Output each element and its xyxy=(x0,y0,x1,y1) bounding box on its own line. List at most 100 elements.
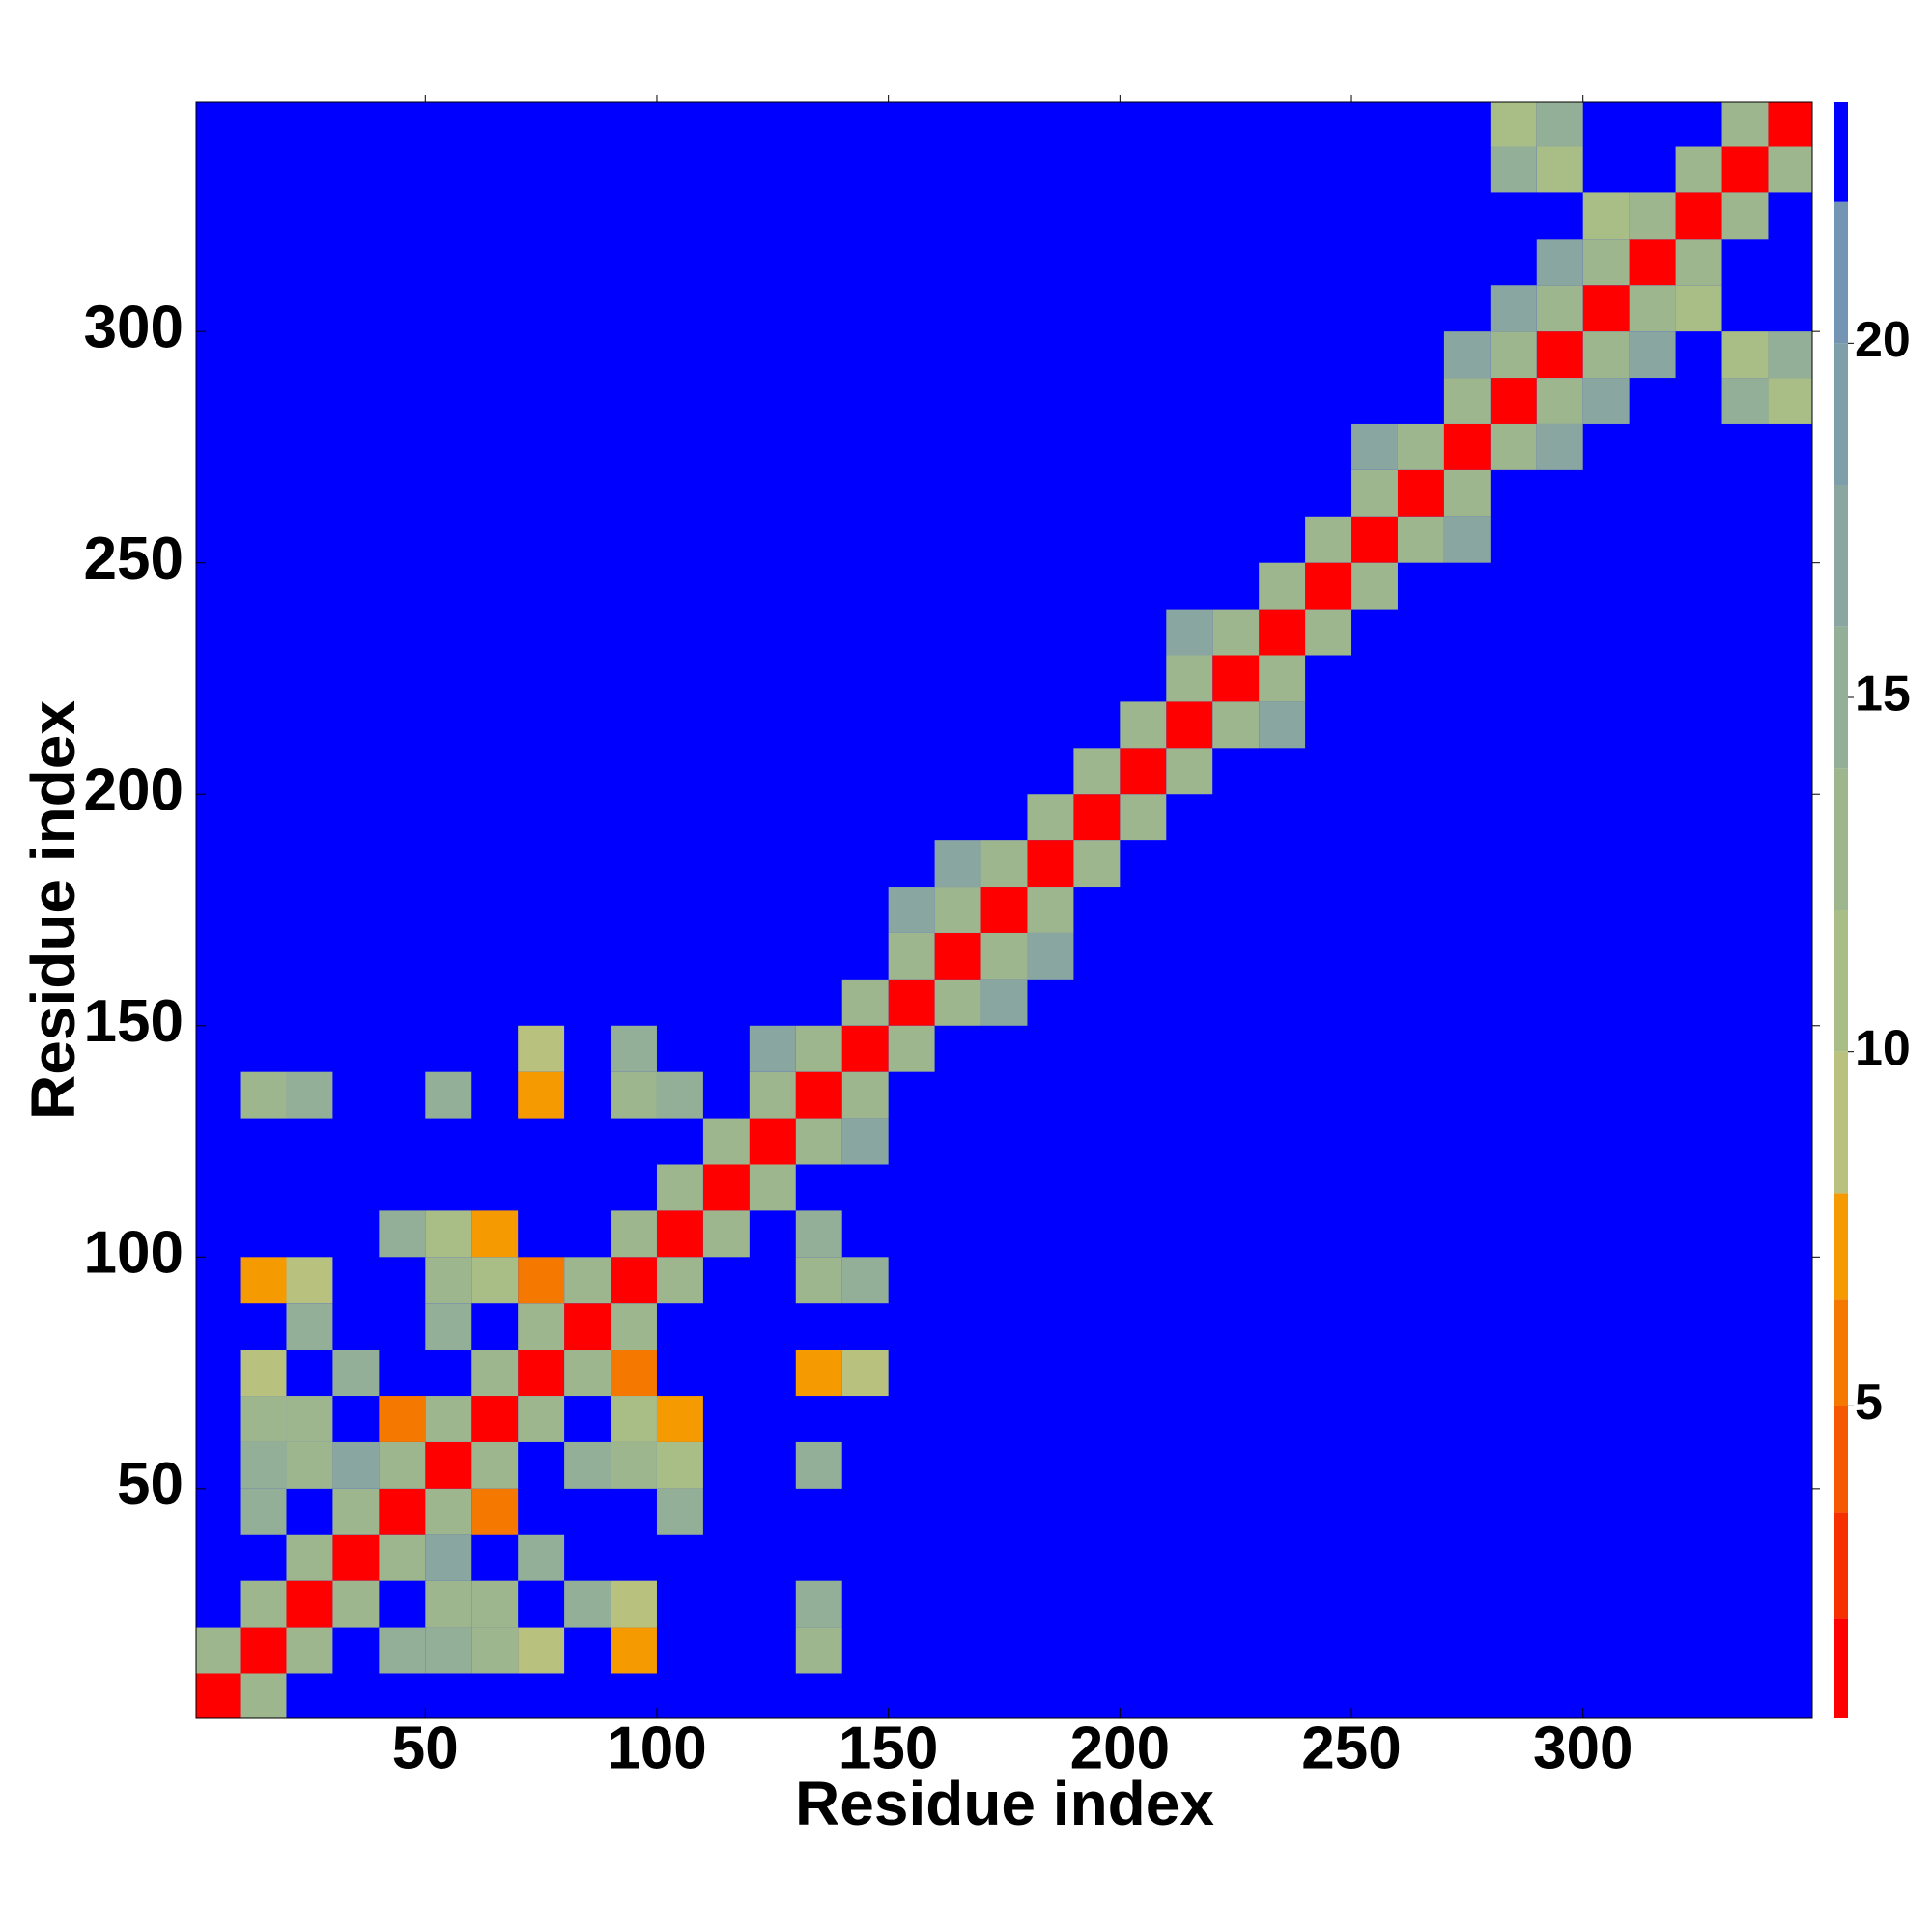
cell xyxy=(240,1441,287,1489)
cell xyxy=(240,1627,287,1674)
cell xyxy=(240,1673,287,1718)
cell xyxy=(841,1071,889,1119)
cell xyxy=(934,887,981,933)
y-tick-label: 250 xyxy=(84,526,184,592)
cell xyxy=(564,1441,611,1489)
cell xyxy=(240,1071,287,1119)
plot-frame xyxy=(195,101,1813,1719)
cell xyxy=(1582,192,1630,240)
cell xyxy=(379,1488,426,1535)
cell xyxy=(1212,701,1260,749)
cell xyxy=(841,1350,889,1397)
colorbar-level xyxy=(1834,626,1848,769)
cell xyxy=(425,1071,472,1119)
cell xyxy=(1397,516,1444,563)
cell xyxy=(425,1257,472,1304)
cell xyxy=(518,1303,565,1350)
cell xyxy=(795,1350,842,1397)
cell xyxy=(1027,887,1074,933)
cell xyxy=(1027,840,1074,888)
cell xyxy=(1536,285,1583,332)
cell xyxy=(1582,378,1630,424)
cell xyxy=(795,1071,842,1119)
cell xyxy=(795,1025,842,1072)
cell xyxy=(1305,516,1352,563)
cell xyxy=(1259,655,1306,702)
cell xyxy=(888,979,935,1026)
cell xyxy=(656,1257,703,1304)
cell xyxy=(934,840,981,888)
cell xyxy=(656,1164,703,1211)
cell xyxy=(1073,748,1121,795)
cell xyxy=(749,1164,796,1211)
cell xyxy=(1536,423,1583,470)
cell xyxy=(425,1441,472,1489)
cell xyxy=(332,1580,380,1628)
x-tick-label: 200 xyxy=(1070,1715,1170,1781)
cell xyxy=(518,1257,565,1304)
cell xyxy=(1629,192,1676,240)
cell xyxy=(240,1350,287,1397)
cell xyxy=(1166,609,1213,656)
cell xyxy=(795,1580,842,1628)
cell xyxy=(1675,192,1722,240)
cell xyxy=(749,1118,796,1165)
cell xyxy=(980,887,1028,933)
cell xyxy=(1397,469,1444,517)
colorbar-level xyxy=(1834,1193,1848,1300)
cell xyxy=(286,1441,333,1489)
cell xyxy=(611,1025,657,1072)
cell xyxy=(749,1071,796,1119)
cell xyxy=(611,1350,657,1397)
cell xyxy=(1027,794,1074,841)
cell xyxy=(379,1534,426,1581)
cell xyxy=(1259,562,1306,610)
cell xyxy=(286,1396,333,1442)
x-tick-label: 100 xyxy=(607,1715,706,1781)
cell xyxy=(702,1164,750,1211)
cell xyxy=(1443,423,1491,470)
cell xyxy=(1675,239,1722,286)
cell xyxy=(888,1025,935,1072)
cell xyxy=(1721,192,1769,240)
cell xyxy=(1166,701,1213,749)
cell xyxy=(1536,146,1583,193)
cell xyxy=(1536,239,1583,286)
cell xyxy=(611,1210,657,1258)
cell xyxy=(425,1303,472,1350)
cell xyxy=(1536,331,1583,379)
cell xyxy=(888,887,935,933)
cell xyxy=(518,1396,565,1442)
cell xyxy=(425,1210,472,1258)
cell xyxy=(425,1488,472,1535)
colorbar-tick-label: 20 xyxy=(1855,312,1911,368)
colorbar-level xyxy=(1834,910,1848,1052)
x-tick-label: 50 xyxy=(392,1715,459,1781)
cell xyxy=(1259,609,1306,656)
cell xyxy=(286,1257,333,1304)
cell xyxy=(656,1071,703,1119)
cell xyxy=(1490,378,1537,424)
cell xyxy=(1305,562,1352,610)
cell xyxy=(286,1580,333,1628)
cell xyxy=(332,1534,380,1581)
cell xyxy=(564,1580,611,1628)
cell xyxy=(1490,285,1537,332)
y-axis-label: Residue index xyxy=(18,700,88,1120)
cell xyxy=(1675,285,1722,332)
cell xyxy=(518,1350,565,1397)
cell xyxy=(518,1025,565,1072)
colorbar-tick-label: 15 xyxy=(1855,667,1911,723)
cell xyxy=(379,1396,426,1442)
cell xyxy=(656,1488,703,1535)
cell xyxy=(841,1118,889,1165)
colorbar-level xyxy=(1834,1618,1848,1718)
cell xyxy=(1629,239,1676,286)
colorbar-tick-label: 10 xyxy=(1855,1020,1911,1076)
y-tick-label: 50 xyxy=(117,1451,184,1518)
cell xyxy=(1582,331,1630,379)
cell xyxy=(471,1396,519,1442)
cell xyxy=(471,1257,519,1304)
cell xyxy=(1073,794,1121,841)
